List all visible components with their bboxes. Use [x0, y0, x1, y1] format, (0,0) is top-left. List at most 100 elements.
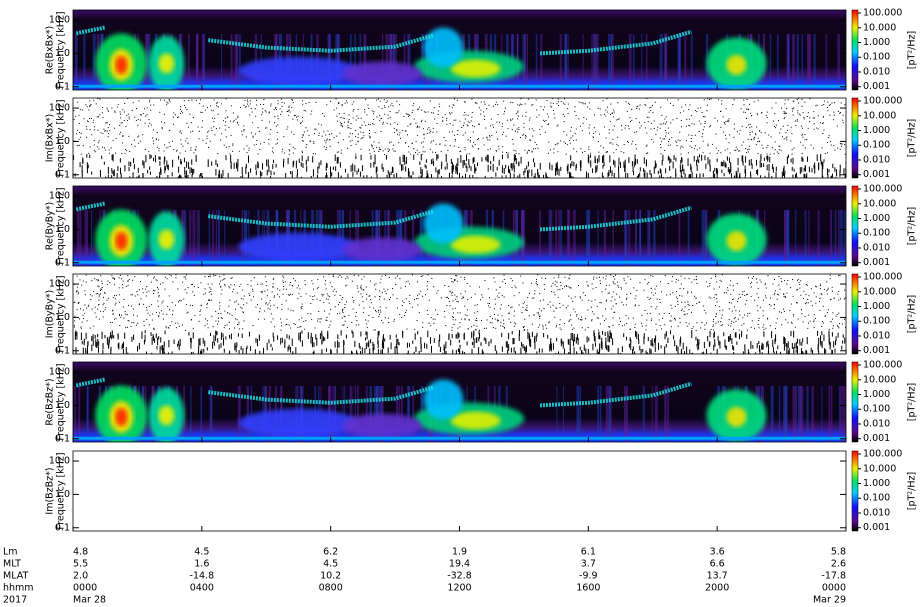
speckle — [681, 310, 682, 311]
speckle — [689, 278, 690, 279]
speckle — [772, 283, 773, 284]
speckle — [85, 104, 86, 105]
speckle — [97, 293, 98, 294]
speckle — [241, 346, 242, 350]
colorbar-tick-label: 0.100 — [863, 140, 890, 151]
speckle — [101, 281, 102, 282]
speckle — [763, 324, 764, 325]
speckle — [588, 155, 589, 163]
speckle — [310, 296, 311, 297]
stripe — [801, 34, 803, 90]
speckle — [611, 308, 612, 309]
speckle — [655, 346, 656, 352]
speckle — [151, 125, 152, 126]
speckle — [399, 278, 400, 279]
speckle — [145, 330, 146, 333]
speckle — [200, 99, 201, 100]
speckle — [745, 156, 746, 162]
speckle — [116, 318, 117, 319]
speckle — [616, 149, 617, 150]
speckle — [90, 299, 91, 300]
speckle — [731, 323, 732, 324]
speckle — [540, 134, 541, 135]
speckle — [442, 120, 443, 121]
speckle — [109, 150, 110, 151]
speckle — [786, 343, 787, 349]
colorbar-tick-label: 0.010 — [863, 242, 890, 253]
speckle — [391, 103, 392, 104]
speckle — [231, 278, 232, 279]
speckle — [483, 111, 484, 112]
speckle — [783, 294, 784, 295]
speckle — [646, 159, 647, 166]
speckle — [592, 344, 593, 351]
speckle — [419, 312, 420, 313]
speckle — [701, 155, 702, 161]
speckle — [375, 296, 376, 297]
stripe — [664, 386, 667, 442]
speckle — [177, 117, 178, 118]
speckle — [165, 289, 166, 290]
speckle — [647, 283, 648, 284]
speckle — [707, 145, 708, 146]
speckle — [347, 125, 348, 126]
speckle — [658, 343, 659, 350]
speckle — [133, 315, 134, 316]
speckle — [378, 106, 379, 107]
speckle — [720, 280, 721, 281]
speckle — [751, 159, 752, 165]
speckle — [794, 169, 795, 172]
speckle — [125, 149, 126, 150]
speckle — [350, 128, 351, 129]
speckle — [662, 160, 663, 165]
speckle — [453, 312, 454, 313]
speckle — [347, 148, 348, 149]
colorbar-tick-label: 0.001 — [863, 345, 890, 356]
speckle — [378, 312, 379, 313]
speckle — [105, 176, 106, 182]
speckle — [568, 321, 569, 322]
speckle — [529, 128, 530, 129]
speckle — [634, 351, 635, 357]
speckle — [519, 105, 520, 106]
speckle — [75, 116, 76, 117]
speckle — [281, 99, 282, 100]
speckle — [759, 141, 760, 142]
speckle — [482, 354, 483, 359]
speckle — [759, 327, 760, 328]
speckle — [717, 159, 718, 163]
speckle — [457, 130, 458, 131]
speckle — [821, 293, 822, 294]
speckle — [330, 321, 331, 322]
speckle — [600, 323, 601, 324]
speckle — [143, 173, 144, 181]
speckle — [461, 127, 462, 128]
speckle — [370, 124, 371, 125]
speckle — [233, 289, 234, 290]
speckle — [822, 105, 823, 106]
speckle — [759, 345, 760, 352]
speckle — [135, 146, 136, 147]
speckle — [560, 167, 561, 171]
speckle — [105, 307, 106, 308]
speckle — [100, 170, 101, 177]
speckle — [337, 121, 338, 122]
speckle — [422, 296, 423, 297]
speckle — [486, 108, 487, 109]
speckle — [91, 280, 92, 281]
speckle — [478, 347, 479, 354]
speckle — [833, 325, 834, 326]
speckle — [217, 338, 218, 343]
speckle — [502, 123, 503, 124]
speckle — [680, 160, 681, 164]
speckle — [627, 141, 628, 142]
speckle — [650, 275, 651, 276]
speckle — [271, 104, 272, 105]
speckle — [200, 314, 201, 315]
speckle — [224, 145, 225, 146]
speckle — [626, 283, 627, 284]
speckle — [535, 142, 536, 143]
speckle — [800, 142, 801, 143]
speckle — [406, 298, 407, 299]
speckle — [146, 310, 147, 311]
